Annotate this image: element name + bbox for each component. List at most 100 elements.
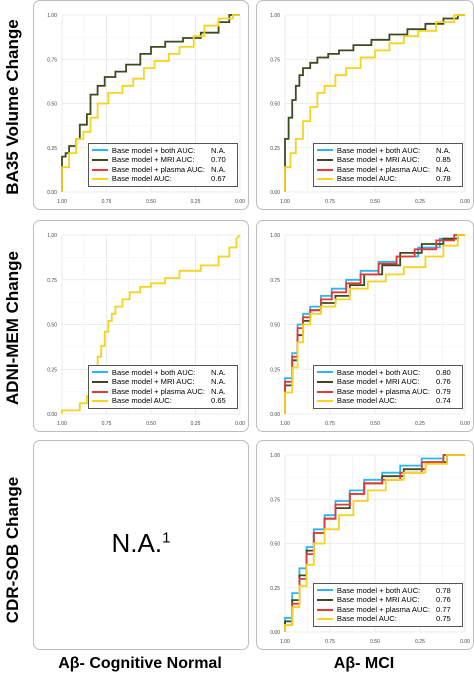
legend-label: Base model + both AUC:: [336, 585, 421, 595]
y-tick-label: 0.00: [270, 630, 280, 636]
x-tick-label: 1.00: [280, 639, 290, 645]
roc-curve-base: [284, 454, 465, 632]
x-tick-label: 0.50: [370, 639, 380, 645]
x-tick-label: 0.50: [146, 421, 156, 427]
legend-item: Base model AUC: 0.78: [316, 174, 458, 184]
legend-value: 0.76: [436, 377, 451, 387]
y-tick-label: 0.00: [47, 412, 57, 418]
x-tick-label: 0.75: [325, 421, 335, 427]
legend-swatch: [316, 381, 333, 384]
legend-label: Base model + MRI AUC:: [336, 155, 420, 165]
legend-item: Base model + both AUC: 0.78: [316, 585, 458, 596]
x-tick-label: 0.00: [235, 199, 245, 205]
legend-value: N.A.: [211, 164, 226, 174]
y-tick-label: 0.50: [47, 102, 57, 108]
roc-plot-cdr_sob_mci: 1.000.750.500.250.001.00 0.75 0.50 0.25 0.00: [270, 453, 470, 645]
x-tick-label: 0.00: [460, 639, 470, 645]
y-tick-label: 1.00: [270, 233, 280, 239]
y-tick-label: 0.00: [47, 190, 57, 196]
column-label-cn: Aβ- Cognitive Normal: [58, 655, 222, 672]
x-tick-label: 1.00: [57, 421, 67, 427]
legend-swatch: [91, 381, 108, 384]
legend-value: N.A.: [211, 377, 226, 387]
legend-swatch: [316, 400, 333, 403]
y-tick-label: 0.50: [47, 323, 57, 329]
legend-item: Base model + MRI AUC: N.A.: [91, 377, 233, 387]
legend: Base model + both AUC: N.A. Base model + M…: [87, 364, 238, 409]
legend-swatch: [316, 159, 333, 162]
x-tick-label: 0.75: [102, 421, 112, 427]
legend-value: 0.78: [436, 174, 451, 184]
x-tick-label: 0.75: [325, 639, 335, 645]
legend-swatch: [316, 178, 333, 181]
y-tick-label: 0.50: [270, 323, 280, 329]
y-tick-label: 0.50: [270, 542, 280, 548]
legend-item: Base model + plasma AUC: 0.77: [316, 604, 458, 615]
legend-label: Base model + plasma AUC:: [111, 386, 205, 396]
x-tick-label: 1.00: [280, 199, 290, 205]
y-tick-label: 0.75: [47, 57, 57, 63]
legend-swatch: [316, 589, 333, 592]
x-tick-label: 0.25: [191, 199, 201, 205]
legend-label: Base model AUC:: [336, 614, 397, 624]
legend-item: Base model AUC: 0.65: [91, 396, 233, 406]
legend: Base model + both AUC: 0.78 Base model + M…: [312, 582, 463, 627]
legend-value: N.A.: [436, 164, 451, 174]
legend-swatch: [316, 390, 333, 393]
na-text: N.A.1: [34, 528, 248, 559]
y-tick-label: 0.25: [270, 586, 280, 592]
legend-label: Base model AUC:: [111, 174, 172, 184]
x-tick-label: 0.25: [415, 199, 425, 205]
legend-item: Base model AUC: 0.67: [91, 174, 233, 184]
x-tick-label: 0.50: [370, 199, 380, 205]
x-tick-label: 0.25: [415, 421, 425, 427]
legend-item: Base model + both AUC: N.A.: [316, 145, 458, 156]
na-label: N.A.: [111, 528, 163, 559]
legend-value: 0.67: [211, 174, 226, 184]
legend-swatch: [316, 618, 333, 621]
legend-value: 0.80: [436, 367, 451, 377]
legend-label: Base model + MRI AUC:: [111, 377, 195, 387]
legend-label: Base model AUC:: [336, 174, 397, 184]
y-tick-label: 0.00: [270, 412, 280, 418]
roc-curve-base: [61, 14, 240, 192]
legend-value: 0.75: [436, 614, 451, 624]
x-tick-label: 0.25: [191, 421, 201, 427]
legend-item: Base model AUC: 0.74: [316, 396, 458, 406]
roc-plot-ba35_mci: 1.000.750.500.250.001.00 0.75 0.50 0.25 0.00: [270, 13, 470, 205]
legend-item: Base model + MRI AUC: 0.70: [91, 155, 233, 165]
legend-value: N.A.: [436, 145, 451, 155]
legend-value: N.A.: [211, 367, 226, 377]
legend-value: 0.74: [436, 396, 451, 406]
legend-label: Base model + both AUC:: [336, 367, 421, 377]
legend-item: Base model + both AUC: 0.80: [316, 367, 458, 378]
legend-swatch: [91, 390, 108, 393]
legend-swatch: [91, 159, 108, 162]
x-tick-label: 0.50: [146, 199, 156, 205]
legend-swatch: [91, 178, 108, 181]
y-tick-label: 1.00: [270, 453, 280, 459]
chart-adni-mem-cn: 1.00 0.75 0.50 0.25 0.00 1.00 0.75 0.50 0.25 0.00…: [33, 220, 249, 432]
y-tick-label: 1.00: [47, 13, 57, 19]
y-tick-label: 0.25: [47, 367, 57, 373]
roc-plot-adni_mem_mci: 1.000.750.500.250.001.00 0.75 0.50 0.25 0.00: [270, 233, 470, 427]
x-tick-label: 0.00: [235, 421, 245, 427]
legend-label: Base model + both AUC:: [111, 145, 196, 155]
y-tick-label: 1.00: [47, 233, 57, 239]
legend-swatch: [316, 599, 333, 602]
legend-value: 0.77: [436, 604, 451, 614]
chart-ba35-mci: 1.00 0.75 0.50 0.25 0.00 1.00 0.75 0.50 0.25 0.00…: [256, 0, 474, 210]
x-tick-label: 0.75: [325, 199, 335, 205]
legend-label: Base model + plasma AUC:: [111, 164, 205, 174]
legend-value: 0.70: [211, 155, 226, 165]
legend-label: Base model + MRI AUC:: [336, 595, 420, 605]
y-tick-label: 0.75: [270, 497, 280, 503]
legend-value: 0.85: [436, 155, 451, 165]
legend-item: Base model + both AUC: N.A.: [91, 367, 233, 378]
legend-label: Base model + plasma AUC:: [336, 164, 430, 174]
roc-curve-mri: [284, 14, 465, 192]
legend-label: Base model + plasma AUC:: [336, 604, 430, 614]
legend-label: Base model AUC:: [111, 396, 172, 406]
column-label-mci: Aβ- MCI: [333, 655, 395, 672]
legend-value: 0.65: [211, 396, 226, 406]
